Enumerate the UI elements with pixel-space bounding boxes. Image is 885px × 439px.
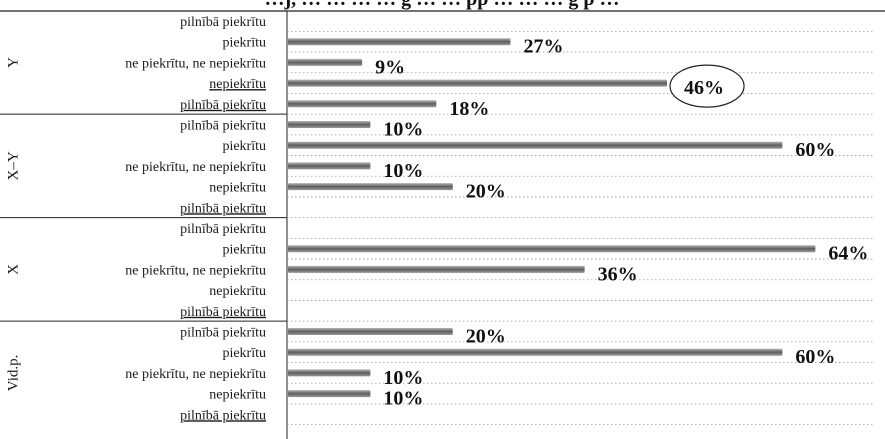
data-label: 27% bbox=[523, 36, 563, 58]
category-label: ne piekrītu, ne nepiekrītu bbox=[125, 367, 266, 382]
bar bbox=[288, 121, 371, 128]
category-label: piekrītu bbox=[222, 139, 266, 154]
bar bbox=[288, 79, 668, 87]
bar bbox=[288, 328, 453, 335]
bar bbox=[288, 141, 783, 149]
data-label: 18% bbox=[449, 98, 489, 120]
data-label: 9% bbox=[375, 56, 405, 78]
data-label: 60% bbox=[795, 139, 835, 161]
data-label: 10% bbox=[383, 160, 423, 182]
data-label: 20% bbox=[466, 181, 506, 203]
category-label: piekrītu bbox=[222, 243, 266, 258]
category-label: ne piekrītu, ne nepiekrītu bbox=[125, 263, 266, 278]
category-label: nepiekrītu bbox=[209, 388, 266, 403]
bar bbox=[288, 245, 816, 253]
bar bbox=[288, 38, 511, 46]
data-label: 10% bbox=[383, 388, 423, 410]
bar bbox=[288, 58, 363, 66]
chart-title: …j, … … … … g … … pp … … … g p … bbox=[264, 0, 619, 10]
data-label: 10% bbox=[383, 367, 423, 389]
bar bbox=[288, 390, 371, 398]
bar bbox=[288, 369, 371, 377]
bar bbox=[288, 183, 453, 191]
bar bbox=[288, 162, 371, 170]
group-label: X bbox=[5, 264, 21, 275]
highlight-circle bbox=[669, 64, 745, 108]
data-label: 36% bbox=[598, 263, 638, 285]
data-label: 46% bbox=[684, 77, 724, 99]
group-label: Vid.p. bbox=[5, 355, 21, 392]
bar bbox=[288, 348, 783, 356]
category-label: piekrītu bbox=[222, 36, 266, 51]
category-label: piekrītu bbox=[222, 346, 266, 361]
category-label: ne piekrītu, ne nepiekrītu bbox=[125, 160, 266, 175]
category-label: pilnībā piekrītu bbox=[180, 305, 266, 320]
grid-layer bbox=[0, 30, 875, 426]
category-label: pilnībā piekrītu bbox=[180, 15, 266, 30]
category-label: pilnībā piekrītu bbox=[180, 326, 266, 341]
category-label: ne piekrītu, ne nepiekrītu bbox=[125, 56, 266, 71]
category-label: nepiekrītu bbox=[209, 77, 266, 92]
category-label: pilnībā piekrītu bbox=[180, 222, 266, 237]
bar bbox=[288, 265, 585, 273]
data-label: 60% bbox=[795, 346, 835, 368]
bars-layer bbox=[288, 38, 816, 398]
category-label: pilnībā piekrītu bbox=[180, 98, 266, 113]
category-label: pilnībā piekrītu bbox=[180, 408, 266, 423]
group-label: X–Y bbox=[5, 151, 21, 180]
group-label: Y bbox=[5, 57, 21, 68]
bar bbox=[288, 100, 437, 108]
category-label: nepiekrītu bbox=[209, 181, 266, 196]
data-label: 64% bbox=[828, 243, 868, 265]
category-label: pilnībā piekrītu bbox=[180, 201, 266, 216]
category-label: pilnībā piekrītu bbox=[180, 119, 266, 134]
data-label: 10% bbox=[383, 119, 423, 141]
data-label: 20% bbox=[466, 326, 506, 348]
category-label: nepiekrītu bbox=[209, 284, 266, 299]
